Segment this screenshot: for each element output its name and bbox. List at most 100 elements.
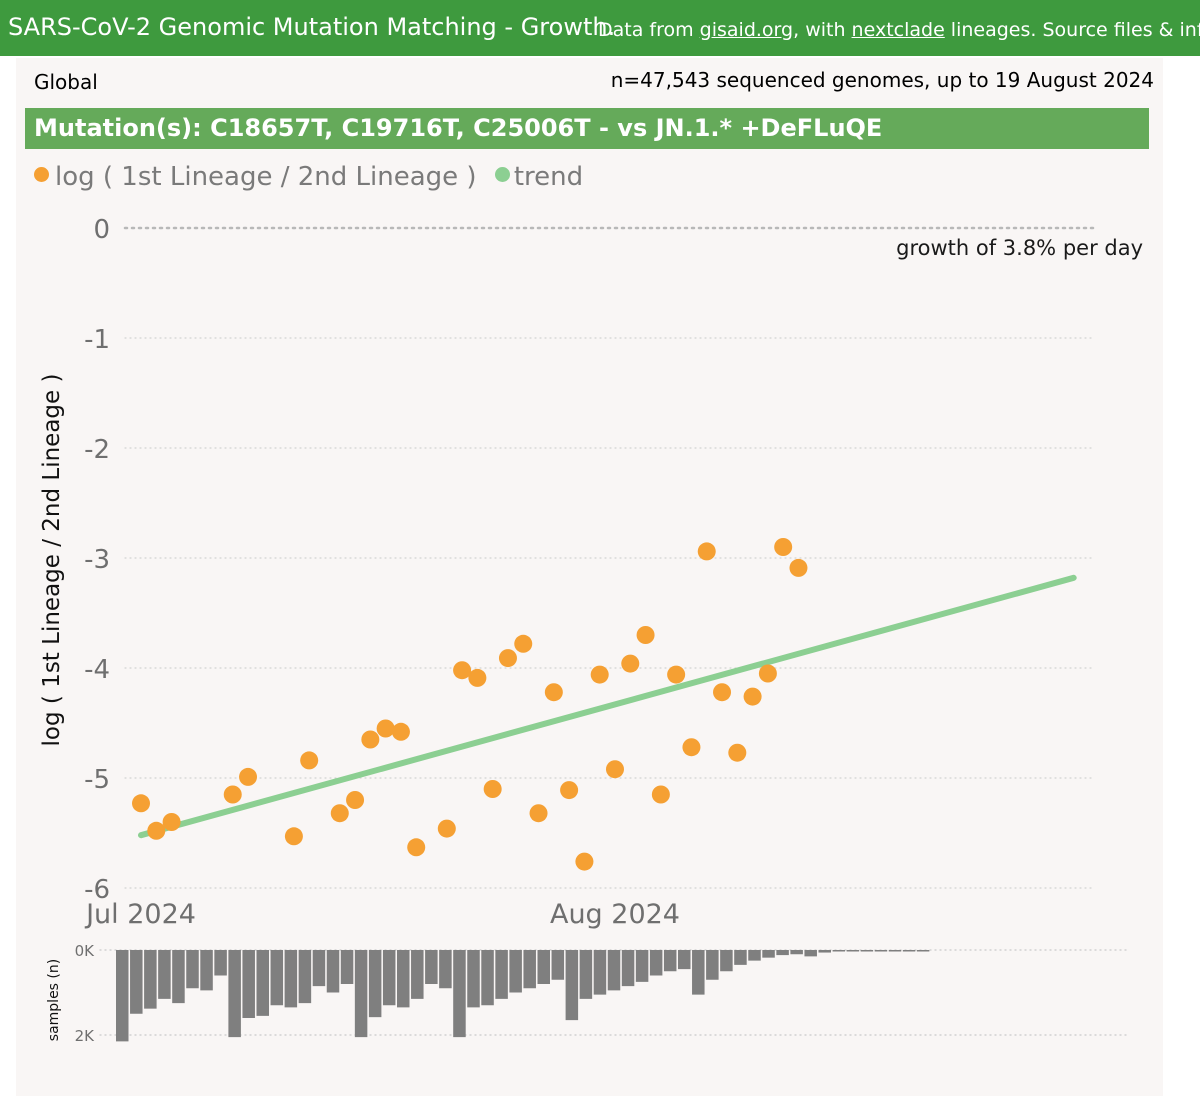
data-point [300,751,319,770]
sample-bar [368,950,382,1018]
growth-annotation: growth of 3.8% per day [896,236,1143,260]
data-point [162,813,181,831]
sample-bar [439,950,452,989]
sample-bar [579,950,593,999]
data-point [560,781,579,800]
sample-bar [186,950,199,989]
data-point [621,654,640,673]
sample-bar [228,950,241,1038]
sample-bar [888,950,902,952]
sample-bar [116,950,129,1042]
y-tick-label: -1 [84,325,110,355]
chart-legend: log ( 1st Lineage / 2nd Lineage ) trend [34,162,583,192]
sample-bar [832,950,846,952]
bar-y-tick-label: 2K [75,1027,96,1045]
sample-bar [144,950,157,1009]
sample-bar [678,950,691,970]
sample-bar [326,950,340,993]
data-point [147,821,166,840]
sample-bar [607,950,621,991]
sample-bar [200,950,213,991]
sample-bar [635,950,649,982]
sample-bar [354,950,368,1038]
header-mid: , with [793,19,852,41]
sample-bar [172,950,185,1004]
sample-bar [818,950,831,953]
data-point [437,819,456,838]
data-point [330,804,349,823]
sample-bar [790,950,803,955]
data-point [636,626,655,644]
sample-bar [720,950,733,972]
data-point [391,722,410,741]
data-point [529,804,548,823]
sample-bar [425,950,438,984]
data-point [223,785,242,804]
y-tick-label: -4 [84,655,110,685]
header-data-prefix: Data from [598,19,700,41]
header-title: SARS-CoV-2 Genomic Mutation Matching - G… [8,13,616,41]
sample-bar [551,950,565,980]
sample-bar [481,950,494,1006]
x-tick-label: Aug 2024 [550,899,680,930]
data-point [682,738,701,757]
data-point [361,730,380,749]
data-point [483,780,502,798]
y-tick-label: -5 [84,765,110,795]
bar-y-axis-label: samples (n) [46,959,62,1041]
bar-y-tick-label: 0K [75,942,96,960]
sample-bar [846,950,860,952]
sample-bar [256,950,269,1016]
sample-bar [509,950,522,993]
legend-series2: trend [513,162,584,192]
sample-bar [382,950,396,1006]
genome-count: n=47,543 sequenced genomes, up to 19 Aug… [610,68,1154,92]
sample-bar [706,950,719,980]
sample-bar [411,950,424,999]
data-point [605,760,624,779]
sample-bar [734,950,747,965]
data-point [453,661,472,680]
sample-bar [284,950,298,1008]
data-point [284,827,303,846]
nextclade-link[interactable]: nextclade [851,19,945,41]
sample-bar [874,950,888,952]
data-point [575,852,594,871]
data-point [758,664,777,683]
sample-bar [762,950,775,958]
sample-bar [130,950,143,1014]
header-source: Data from gisaid.org, with nextclade lin… [598,19,1200,41]
sample-bar [748,950,761,961]
y-tick-label: -6 [84,875,110,905]
sample-bar [776,950,789,956]
sample-bar [916,950,930,952]
gisaid-link[interactable]: gisaid.org [699,19,794,41]
data-point [468,668,487,687]
x-tick-label: Jul 2024 [84,899,196,930]
legend-points-marker [34,167,49,182]
sample-bar [649,950,663,976]
sample-bar [523,950,536,989]
mutation-title-bar: Mutation(s): C18657T, C19716T, C25006T -… [25,108,1149,149]
data-point [498,649,517,668]
y-tick-label: -2 [84,435,110,465]
header-suffix: lineages. Source files & info [944,19,1200,41]
data-point [728,743,747,762]
data-point [239,767,258,786]
y-tick-label: 0 [93,215,110,245]
data-point [407,838,426,857]
sample-bar [214,950,227,976]
data-point [544,683,563,702]
chart-panel [16,58,1163,1096]
sample-bar [495,950,508,999]
sample-bar [312,950,326,987]
data-point [514,634,533,653]
data-point [132,794,150,813]
sample-bar [298,950,312,1004]
sample-bar [242,950,255,1018]
sample-bar [453,950,466,1038]
data-point [774,538,793,556]
legend-trend-marker [494,167,510,182]
data-point [651,785,670,804]
